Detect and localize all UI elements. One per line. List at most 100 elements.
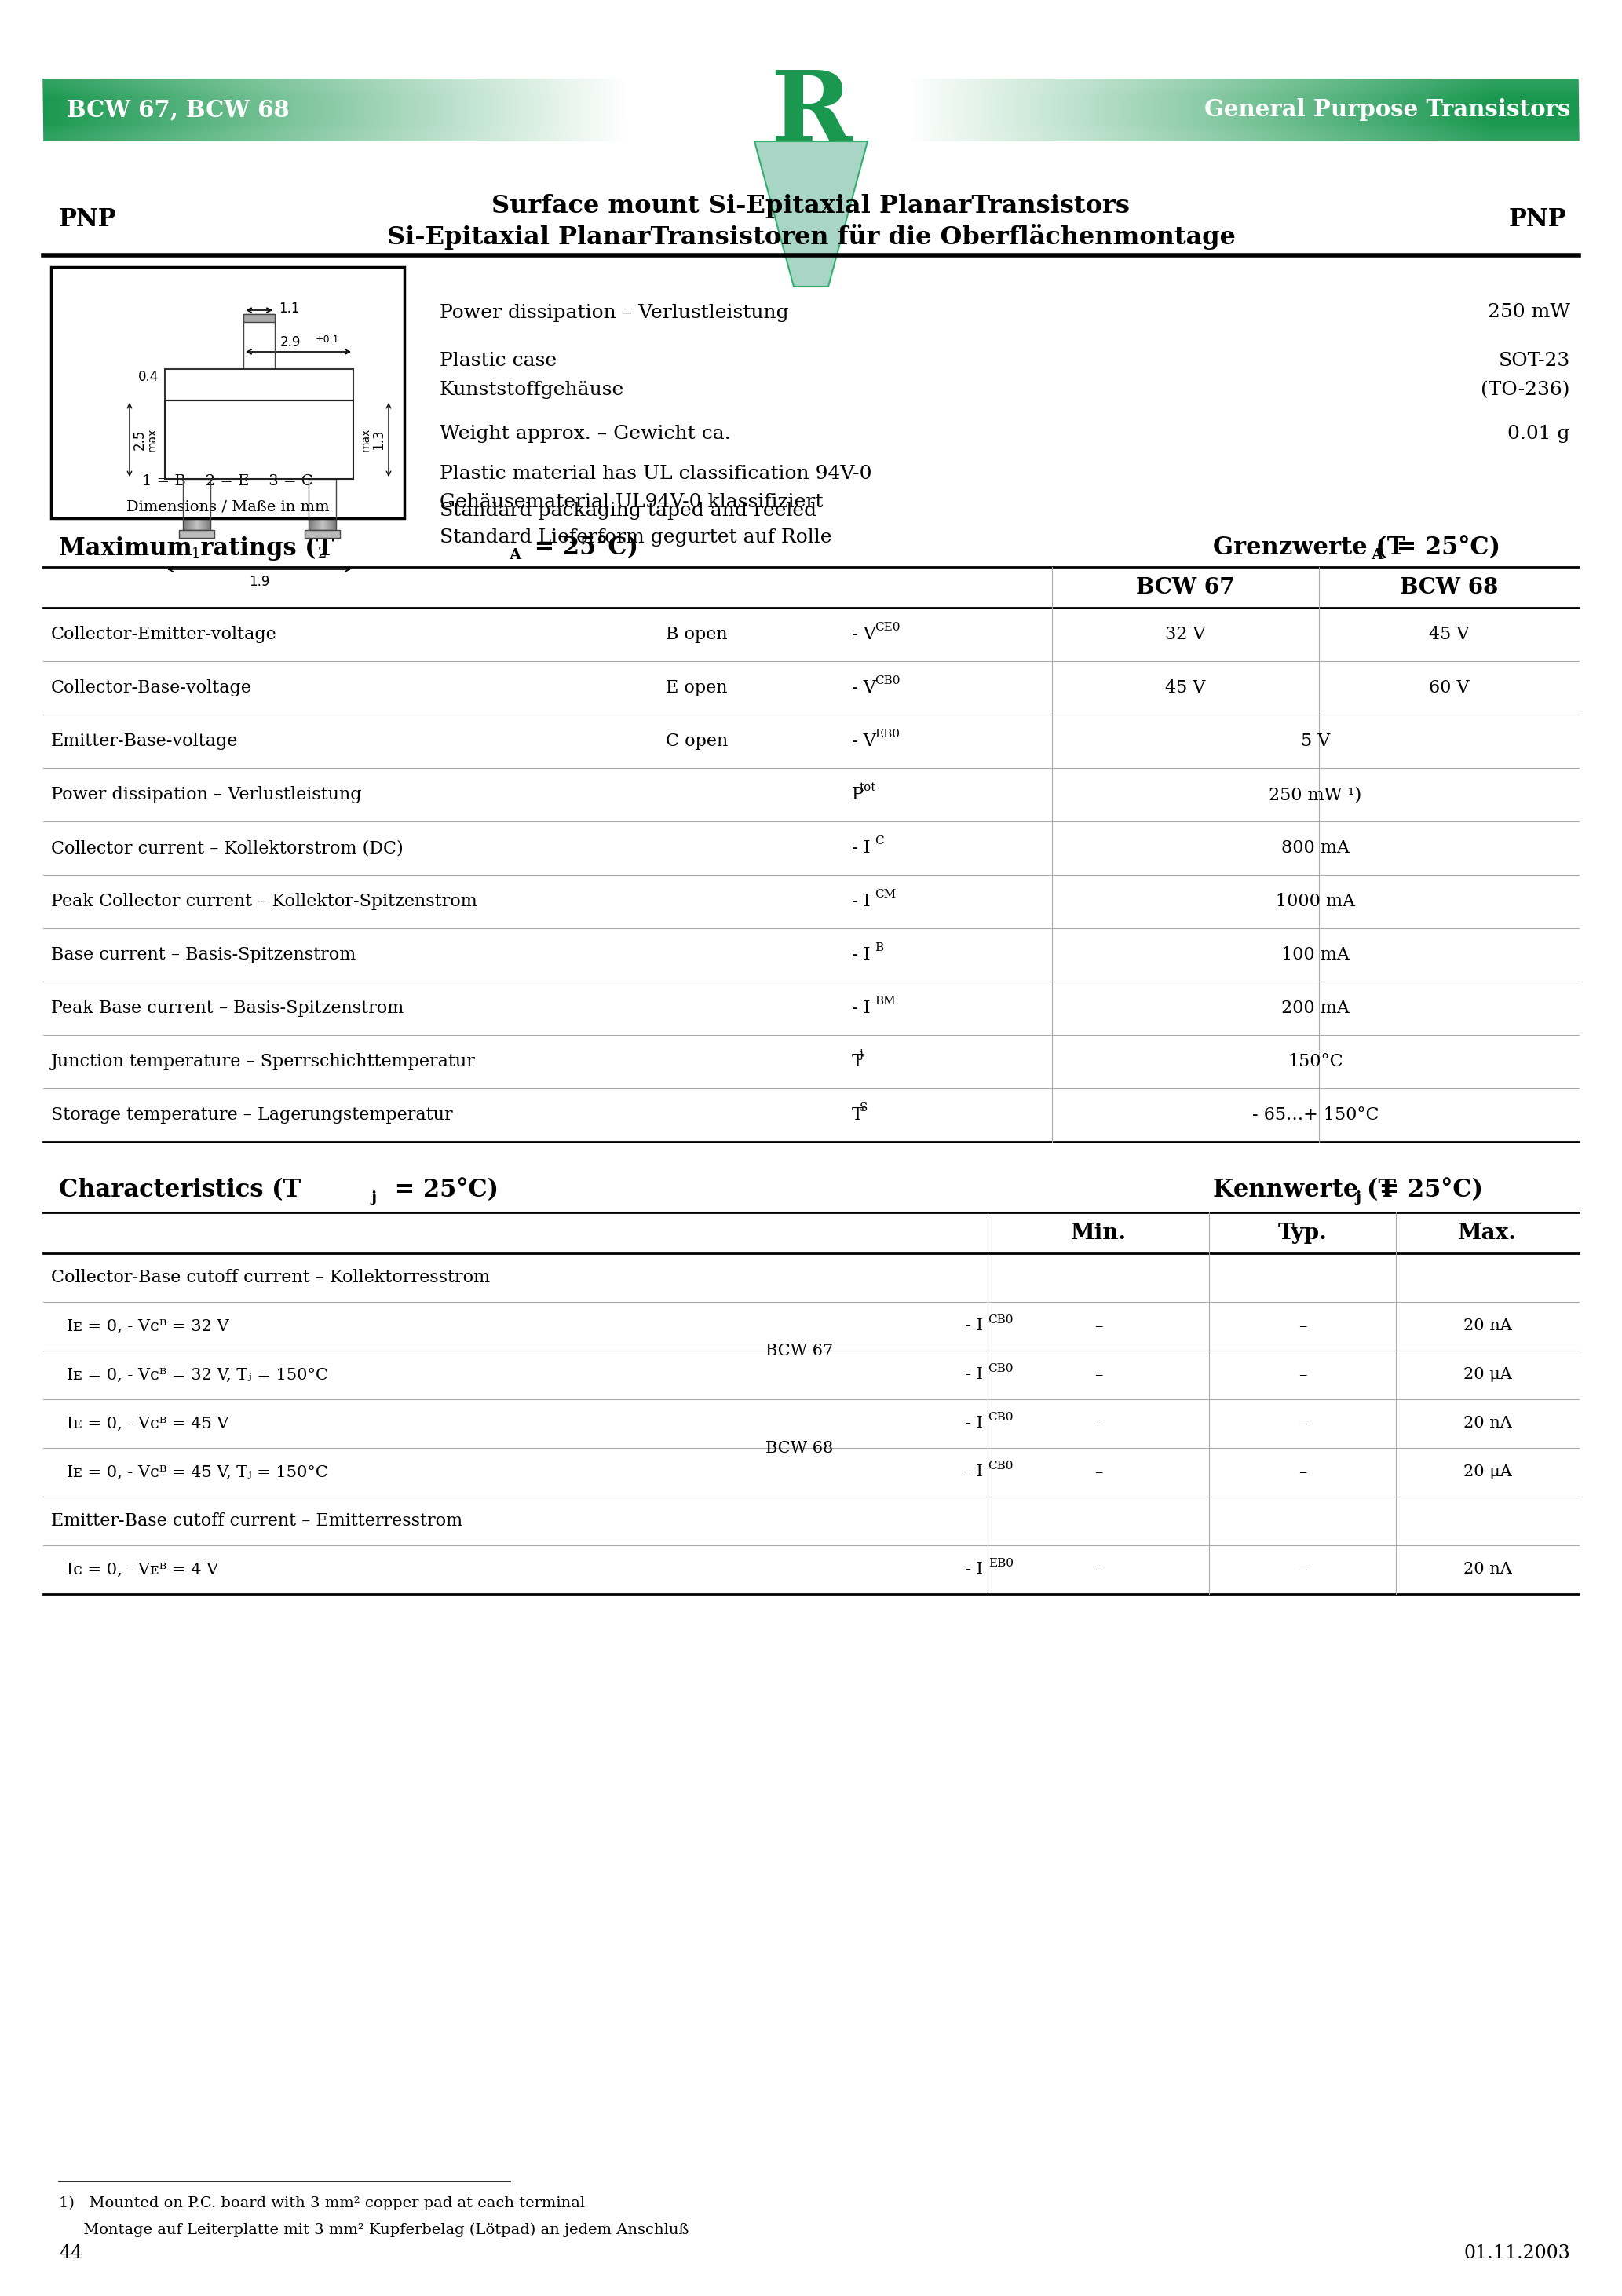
Text: E open: E open [665,680,727,696]
Text: Peak Collector current – Kollektor-Spitzenstrom: Peak Collector current – Kollektor-Spitz… [50,893,477,909]
Polygon shape [754,142,868,287]
Text: –: – [1298,1368,1307,1382]
Text: Plastic case: Plastic case [440,351,556,370]
Text: BM: BM [874,996,895,1006]
Text: Collector-Base cutoff current – Kollektorresstrom: Collector-Base cutoff current – Kollekto… [50,1270,490,1286]
Bar [178,530,214,537]
Text: 5 V: 5 V [1301,732,1330,751]
Text: - I: - I [965,1318,983,1334]
Text: C: C [874,836,884,847]
Text: Gehäusematerial UL94V-0 klassifiziert: Gehäusematerial UL94V-0 klassifiziert [440,494,824,512]
Text: 2.9: 2.9 [281,335,300,349]
Text: j: j [860,1049,863,1061]
Text: Typ.: Typ. [1278,1221,1327,1244]
Text: BCW 68: BCW 68 [1400,576,1499,597]
Text: T: T [852,1054,863,1070]
Text: 20 μA: 20 μA [1463,1465,1512,1479]
Text: = 25°C): = 25°C) [386,1178,498,1203]
Text: - V: - V [852,627,876,643]
Text: –: – [1095,1318,1103,1334]
Text: P: P [852,785,863,804]
Text: Max.: Max. [1458,1221,1517,1244]
Text: = 25°C): = 25°C) [1388,535,1500,560]
Text: (TO-236): (TO-236) [1481,381,1570,400]
Text: Montage auf Leiterplatte mit 3 mm² Kupferbelag (Lötpad) an jedem Anschluß: Montage auf Leiterplatte mit 3 mm² Kupfe… [58,2223,689,2236]
Text: CB0: CB0 [988,1364,1014,1373]
Text: - I: - I [965,1417,983,1430]
Bar [183,480,211,530]
Text: Emitter-Base-voltage: Emitter-Base-voltage [50,732,238,751]
Text: CM: CM [874,889,897,900]
Bar [165,400,354,480]
Text: CB0: CB0 [988,1412,1014,1424]
Text: Dimensions / Maße in mm: Dimensions / Maße in mm [127,501,329,514]
Text: EB0: EB0 [874,728,900,739]
Text: 1: 1 [191,546,201,560]
Text: 60 V: 60 V [1429,680,1470,696]
Text: 100 mA: 100 mA [1281,946,1350,964]
Text: 1.3: 1.3 [371,429,386,450]
Text: Type
Code: Type Code [237,425,281,457]
Text: C open: C open [665,732,728,751]
Text: Power dissipation – Verlustleistung: Power dissipation – Verlustleistung [50,785,362,804]
Text: 45 V: 45 V [1429,627,1470,643]
Text: S: S [860,1102,868,1114]
Bar [165,370,354,400]
Text: Emitter-Base cutoff current – Emitterresstrom: Emitter-Base cutoff current – Emitterres… [50,1513,462,1529]
Text: - V: - V [852,732,876,751]
Text: 1.1: 1.1 [279,301,300,315]
Text: 20 nA: 20 nA [1463,1561,1512,1577]
Text: - 65…+ 150°C: - 65…+ 150°C [1252,1107,1379,1123]
Bar [305,530,341,537]
Text: Standard packaging taped and reeled: Standard packaging taped and reeled [440,501,816,519]
Text: PNP: PNP [58,207,117,232]
Text: 2.5: 2.5 [133,429,148,450]
Text: - I: - I [852,999,871,1017]
Text: Power dissipation – Verlustleistung: Power dissipation – Verlustleistung [440,303,788,321]
Text: j: j [370,1189,376,1205]
Text: tot: tot [860,783,876,792]
Text: Peak Base current – Basis-Spitzenstrom: Peak Base current – Basis-Spitzenstrom [50,999,404,1017]
Text: 45 V: 45 V [1165,680,1205,696]
Text: - I: - I [852,840,871,856]
Text: EB0: EB0 [988,1559,1014,1568]
Text: 0.4: 0.4 [138,370,159,383]
Text: = 25°C): = 25°C) [526,535,639,560]
Text: 1000 mA: 1000 mA [1277,893,1354,909]
Text: –: – [1095,1561,1103,1577]
Bar [243,315,274,370]
Text: CE0: CE0 [874,622,900,634]
Text: 200 mA: 200 mA [1281,999,1350,1017]
Text: 250 mW ¹): 250 mW ¹) [1268,785,1362,804]
Text: Weight approx. – Gewicht ca.: Weight approx. – Gewicht ca. [440,425,732,443]
Text: Collector-Emitter-voltage: Collector-Emitter-voltage [50,627,277,643]
Text: Iᴄ = 0, - Vᴇᴮ = 4 V: Iᴄ = 0, - Vᴇᴮ = 4 V [67,1561,219,1577]
Text: CB0: CB0 [988,1460,1014,1472]
Text: Characteristics (T: Characteristics (T [58,1178,302,1203]
Text: Collector current – Kollektorstrom (DC): Collector current – Kollektorstrom (DC) [50,840,404,856]
Text: BCW 67: BCW 67 [1137,576,1234,597]
Text: - I: - I [965,1368,983,1382]
Text: ±0.1: ±0.1 [316,335,339,344]
Text: 20 nA: 20 nA [1463,1417,1512,1430]
Text: Min.: Min. [1071,1221,1126,1244]
Text: 01.11.2003: 01.11.2003 [1463,2245,1570,2262]
Text: Grenzwerte (T: Grenzwerte (T [1213,535,1405,560]
Text: 32 V: 32 V [1165,627,1205,643]
Bar [50,266,404,519]
Text: Iᴇ = 0, - Vᴄᴮ = 45 V, Tⱼ = 150°C: Iᴇ = 0, - Vᴄᴮ = 45 V, Tⱼ = 150°C [67,1465,328,1479]
Text: Iᴇ = 0, - Vᴄᴮ = 45 V: Iᴇ = 0, - Vᴄᴮ = 45 V [67,1417,229,1430]
Text: Kennwerte (T: Kennwerte (T [1213,1178,1397,1203]
Text: Iᴇ = 0, - Vᴄᴮ = 32 V: Iᴇ = 0, - Vᴄᴮ = 32 V [67,1318,229,1334]
Text: max: max [148,427,157,452]
Text: Kunststoffgehäuse: Kunststoffgehäuse [440,381,624,400]
Text: –: – [1298,1465,1307,1479]
Text: A: A [1371,549,1382,563]
Text: –: – [1095,1417,1103,1430]
Text: 250 mW: 250 mW [1487,303,1570,321]
Text: PNP: PNP [1508,207,1567,232]
Text: BCW 67, BCW 68: BCW 67, BCW 68 [67,99,289,122]
Text: Standard Lieferform gegurtet auf Rolle: Standard Lieferform gegurtet auf Rolle [440,528,832,546]
Text: - I: - I [965,1465,983,1479]
Text: 20 μA: 20 μA [1463,1368,1512,1382]
